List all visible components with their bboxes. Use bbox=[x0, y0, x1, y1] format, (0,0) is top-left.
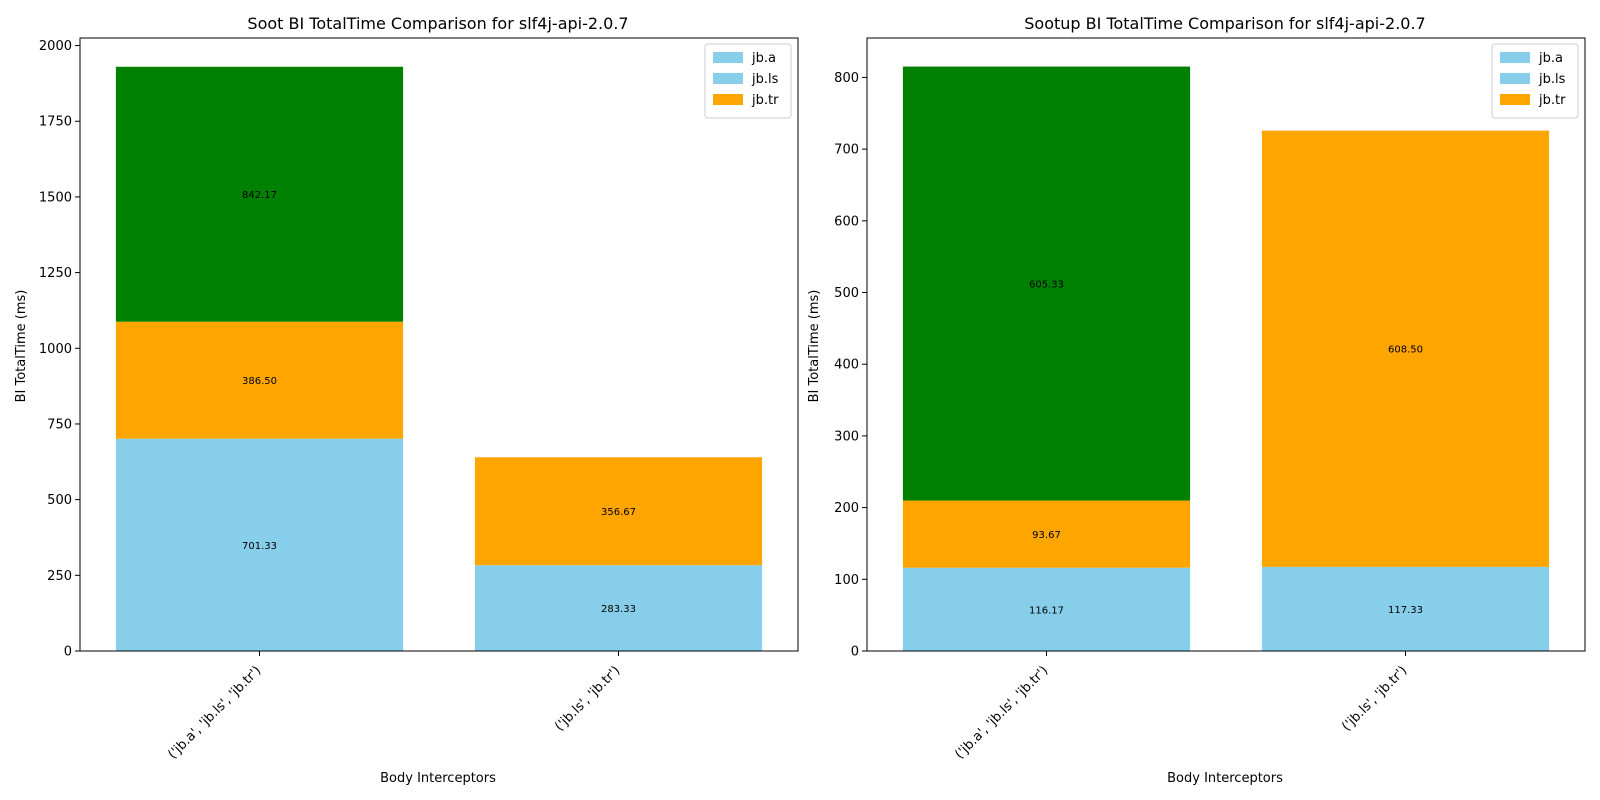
x-axis-label: Body Interceptors bbox=[1167, 771, 1283, 786]
bar-data-label: 386.50 bbox=[242, 376, 277, 387]
legend-label: jb.tr bbox=[1538, 93, 1566, 108]
bar-segment bbox=[115, 321, 404, 439]
sootup-chart-panel: Sootup BI TotalTime Comparison for slf4j… bbox=[807, 14, 1586, 786]
y-tick-label: 1000 bbox=[39, 342, 72, 357]
bar-segment bbox=[902, 66, 1191, 501]
y-tick-label: 500 bbox=[834, 286, 859, 301]
bar-data-label: 701.33 bbox=[242, 541, 277, 552]
y-tick-label: 500 bbox=[47, 493, 72, 508]
bar-data-label: 116.17 bbox=[1029, 605, 1064, 616]
bar-segment bbox=[115, 438, 404, 651]
bar-segment bbox=[1261, 566, 1550, 651]
legend-swatch bbox=[713, 73, 743, 84]
y-tick-label: 250 bbox=[47, 569, 72, 584]
legend-swatch bbox=[1500, 94, 1530, 105]
plot-frame bbox=[866, 37, 1586, 652]
legend-swatch bbox=[713, 52, 743, 63]
legend-swatch bbox=[713, 94, 743, 105]
bar-segment bbox=[474, 565, 763, 651]
legend: jb.a jb.ls jb.tr bbox=[704, 43, 792, 119]
bar-data-label: 605.33 bbox=[1029, 280, 1064, 291]
y-tick-label: 700 bbox=[834, 143, 859, 158]
legend-label: jb.tr bbox=[751, 93, 779, 108]
bar-segment bbox=[1261, 130, 1550, 567]
y-tick-label: 1250 bbox=[39, 266, 72, 281]
legend-swatch bbox=[1500, 73, 1530, 84]
bar-data-label: 93.67 bbox=[1032, 530, 1061, 541]
y-axis-label: BI TotalTime (ms) bbox=[807, 290, 822, 403]
bar-data-label: 356.67 bbox=[601, 507, 636, 518]
legend-swatch bbox=[1500, 52, 1530, 63]
soot-chart-panel: Soot BI TotalTime Comparison for slf4j-a… bbox=[14, 14, 799, 786]
x-tick-label: ('jb.a', 'jb.ls', 'jb.tr') bbox=[165, 663, 264, 762]
chart-title: Soot BI TotalTime Comparison for slf4j-a… bbox=[247, 14, 628, 33]
y-tick-label: 0 bbox=[64, 645, 72, 660]
legend-label: jb.ls bbox=[751, 72, 779, 87]
bar-data-label: 608.50 bbox=[1388, 345, 1423, 356]
x-tick-label: ('jb.a', 'jb.ls', 'jb.tr') bbox=[952, 663, 1051, 762]
bar-data-label: 283.33 bbox=[601, 604, 636, 615]
bar-segment bbox=[902, 500, 1191, 568]
y-tick-label: 100 bbox=[834, 573, 859, 588]
y-tick-label: 1750 bbox=[39, 115, 72, 130]
x-axis-label: Body Interceptors bbox=[380, 771, 496, 786]
legend-label: jb.a bbox=[751, 51, 776, 66]
chart-title: Sootup BI TotalTime Comparison for slf4j… bbox=[1024, 14, 1425, 33]
y-tick-label: 750 bbox=[47, 417, 72, 432]
y-tick-label: 2000 bbox=[39, 39, 72, 54]
legend-label: jb.ls bbox=[1538, 72, 1566, 87]
bar-segment bbox=[474, 457, 763, 566]
y-tick-label: 600 bbox=[834, 214, 859, 229]
plot-frame bbox=[79, 37, 799, 652]
y-tick-label: 400 bbox=[834, 358, 859, 373]
legend: jb.a jb.ls jb.tr bbox=[1491, 43, 1579, 119]
bar-data-label: 117.33 bbox=[1388, 605, 1423, 616]
y-tick-label: 300 bbox=[834, 429, 859, 444]
y-tick-label: 800 bbox=[834, 71, 859, 86]
y-tick-label: 1500 bbox=[39, 190, 72, 205]
x-tick-label: ('jb.ls', 'jb.tr') bbox=[1339, 663, 1410, 734]
y-axis-label: BI TotalTime (ms) bbox=[14, 290, 29, 403]
x-tick-label: ('jb.ls', 'jb.tr') bbox=[552, 663, 623, 734]
bar-segment bbox=[115, 66, 404, 322]
bar-segment bbox=[902, 567, 1191, 651]
y-tick-label: 0 bbox=[851, 645, 859, 660]
bar-data-label: 842.17 bbox=[242, 190, 277, 201]
y-tick-label: 200 bbox=[834, 501, 859, 516]
legend-label: jb.a bbox=[1538, 51, 1563, 66]
